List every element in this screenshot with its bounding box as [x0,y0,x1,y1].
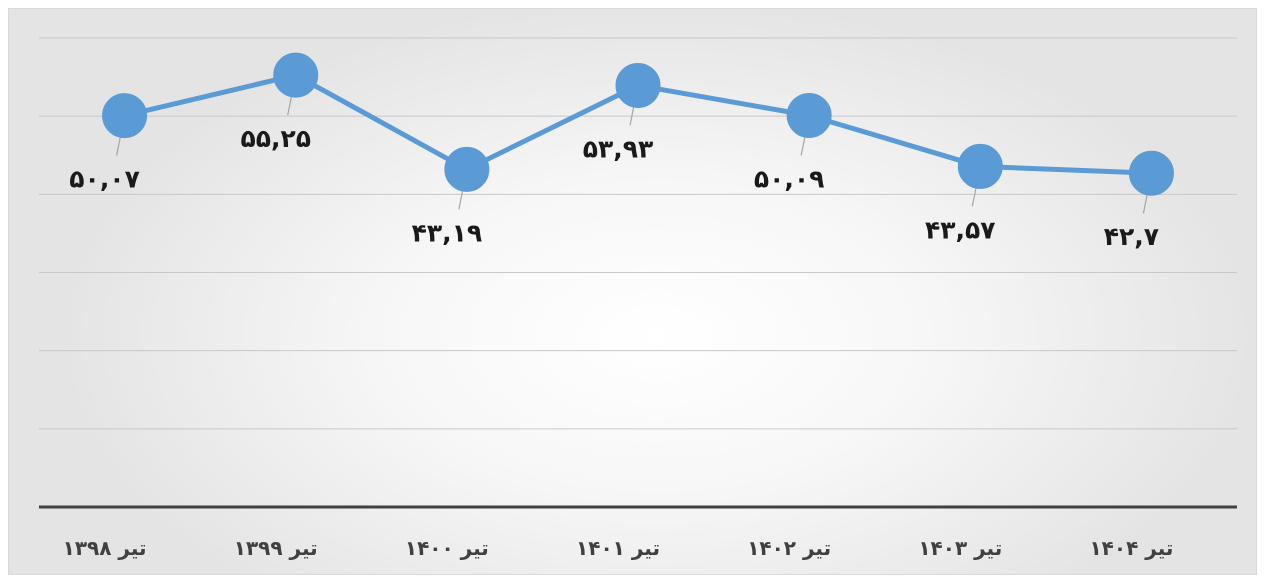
data-label: ۵۰,۰۹ [754,164,825,193]
data-point [1128,150,1174,196]
gridlines [39,37,1237,430]
data-point [444,146,490,192]
line-chart: ۵۰,۰۷ ۵۵,۲۵ ۴۳,۱۹ ۵۳,۹۳ ۵۰,۰۹ ۴۳,۵۷ ۴۲,۷ تیر ۱… [39,37,1237,560]
x-tick-label: تیر ۱۳۹۸ [63,536,147,560]
data-label: ۴۳,۵۷ [925,215,996,244]
x-tick-label: تیر ۱۴۰۲ [747,536,831,560]
data-label: ۵۳,۹۳ [583,134,654,163]
data-point [786,92,832,138]
data-label: ۴۲,۷ [1104,222,1159,251]
data-point [273,52,319,98]
chart-frame: ۵۰,۰۷ ۵۵,۲۵ ۴۳,۱۹ ۵۳,۹۳ ۵۰,۰۹ ۴۳,۵۷ ۴۲,۷ تیر ۱… [8,8,1257,575]
x-tick-label: تیر ۱۴۰۰ [405,536,489,560]
data-markers [102,52,1174,196]
x-tick-label: تیر ۱۳۹۹ [234,536,318,560]
data-point [102,93,148,139]
x-tick-label: تیر ۱۴۰۳ [918,536,1002,560]
x-tick-labels: تیر ۱۳۹۸ تیر ۱۳۹۹ تیر ۱۴۰۰ تیر ۱۴۰۱ تیر ۱۴۰۲… [63,536,1174,560]
x-tick-label: تیر ۱۴۰۴ [1089,536,1173,560]
data-label: ۴۳,۱۹ [412,218,483,247]
data-point [957,143,1003,189]
data-label: ۵۰,۰۷ [69,165,140,194]
x-tick-label: تیر ۱۴۰۱ [576,536,660,560]
data-label: ۵۵,۲۵ [240,124,311,153]
data-labels: ۵۰,۰۷ ۵۵,۲۵ ۴۳,۱۹ ۵۳,۹۳ ۵۰,۰۹ ۴۳,۵۷ ۴۲,۷ [69,124,1159,251]
data-point [615,62,661,108]
